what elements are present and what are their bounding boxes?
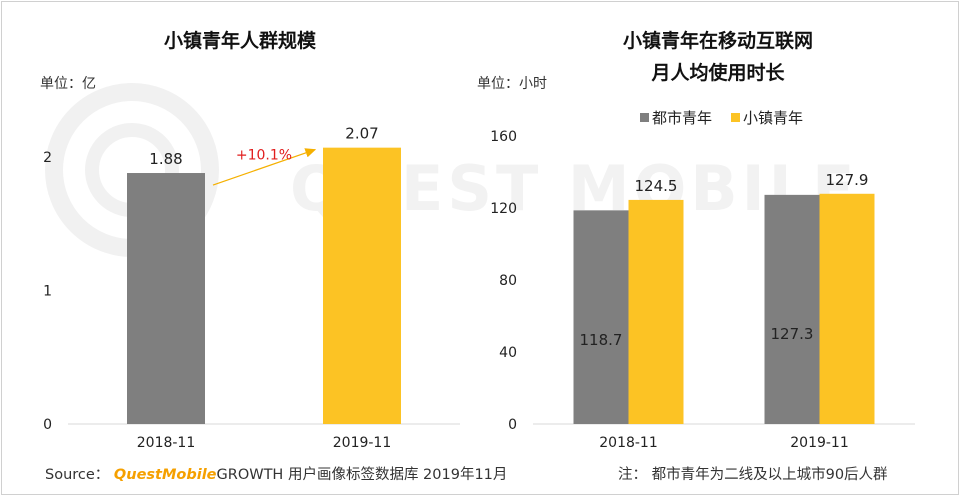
right-bar-value-label: 127.9 [826, 171, 869, 189]
right-chart-subtitle: 月人均使用时长 [650, 61, 785, 84]
right-bar-value-label: 124.5 [635, 177, 678, 195]
right-bar-series-1 [628, 199, 684, 424]
right-y-tick-label: 80 [499, 273, 517, 289]
right-x-tick-label: 2019-11 [790, 435, 849, 451]
right-bar-value-label: 127.3 [771, 325, 814, 343]
legend-label-series-1: 小镇青年 [743, 109, 803, 127]
footer-source-text: GROWTH 用户画像标签数据库 2019年11月 [216, 467, 508, 483]
right-y-tick-label: 40 [499, 345, 517, 361]
right-x-tick-label: 2018-11 [599, 435, 658, 451]
left-y-tick-label: 2 [43, 150, 52, 166]
right-bar-value-label: 118.7 [580, 331, 623, 349]
left-plot: 0 1 2 1.88 2018-11 2.07 2019-11 +10.1% [43, 125, 460, 451]
footer-source: Source： QuestMobileGROWTH 用户画像标签数据库 2019… [45, 463, 507, 484]
left-bar-value-label: 2.07 [345, 125, 378, 143]
left-chart-unit: 单位：亿 [40, 76, 96, 92]
right-y-tick-label: 0 [508, 417, 517, 433]
left-y-tick-label: 0 [43, 417, 52, 433]
right-bar-series-1 [819, 193, 875, 424]
footer-brand: QuestMobile [113, 467, 217, 483]
left-bar [127, 173, 205, 424]
left-bar-value-label: 1.88 [149, 150, 182, 168]
legend-swatch-series-1 [731, 113, 740, 122]
legend-swatch-series-0 [640, 113, 649, 122]
left-x-tick-label: 2019-11 [333, 435, 392, 451]
left-x-tick-label: 2018-11 [137, 435, 196, 451]
right-y-tick-label: 120 [490, 201, 517, 217]
right-plot: 0 40 80 120 160 118.7 124.5 2018-11 127.3 127.9 20… [490, 129, 915, 451]
right-chart-unit: 单位：小时 [477, 76, 547, 92]
growth-annotation: +10.1% [236, 147, 292, 163]
right-bar-series-0 [573, 210, 629, 424]
left-y-tick-label: 1 [43, 284, 52, 300]
footer-source-prefix: Source： [45, 467, 110, 483]
left-chart-title: 小镇青年人群规模 [164, 29, 317, 52]
growth-arrow [212, 148, 317, 186]
right-y-tick-label: 160 [490, 129, 517, 145]
right-chart-legend: 都市青年 小镇青年 [640, 109, 803, 127]
footer-note: 注： 都市青年为二线及以上城市90后人群 [618, 467, 888, 483]
legend-label-series-0: 都市青年 [652, 109, 712, 127]
right-chart-title: 小镇青年在移动互联网 [623, 29, 813, 52]
left-bar [323, 147, 401, 424]
right-bar-series-0 [764, 194, 820, 424]
